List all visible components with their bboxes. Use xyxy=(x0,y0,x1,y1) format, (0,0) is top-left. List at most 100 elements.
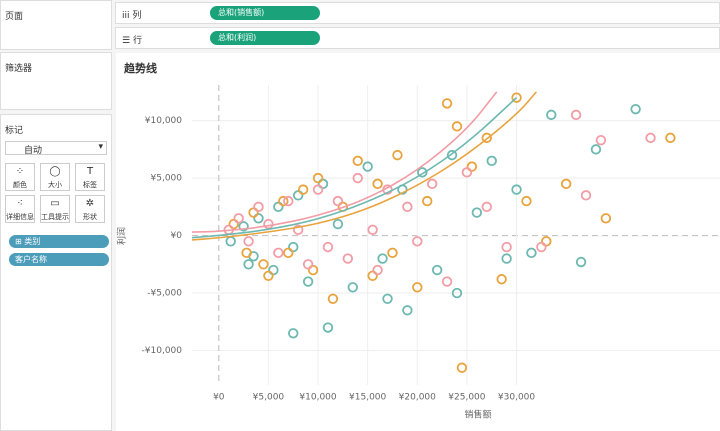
point xyxy=(248,207,259,218)
marks-card: 标记 自动 ▾ ⁘ 颜色 ◯ 大小 T 标签 ⁖ 详细信息 ▭ 工具提示 ✲ 形状 ⊞ 类别 客户名称 xyxy=(0,114,112,431)
point xyxy=(496,274,507,285)
x-tick-label: ¥20,000 xyxy=(399,393,436,403)
detail-pill[interactable]: 客户名称 xyxy=(9,253,109,266)
point xyxy=(600,213,612,224)
columns-pill[interactable]: 总和(销售额) xyxy=(210,6,320,20)
point xyxy=(243,236,254,247)
x-axis-title: 销售额 xyxy=(464,409,491,421)
point xyxy=(417,167,428,178)
point xyxy=(441,276,453,287)
columns-shelf: iii 列 总和(销售额) xyxy=(115,2,720,24)
mark-button[interactable]: ⁖ 详细信息 xyxy=(5,195,35,223)
point xyxy=(541,236,552,247)
dropdown-arrow: ▾ xyxy=(98,142,103,152)
point xyxy=(258,259,269,270)
filters-title: 筛选器 xyxy=(5,64,33,74)
point xyxy=(392,149,403,161)
chart: 趋势线 销售额 利润 -¥10,000 -¥5,000 ¥0 ¥5,000 ¥10,00… xyxy=(116,53,720,431)
button-icon: ◯ xyxy=(49,166,61,177)
point xyxy=(238,221,249,232)
point xyxy=(273,201,284,213)
trend-line xyxy=(192,91,498,233)
point xyxy=(575,256,587,268)
point xyxy=(570,109,582,121)
button-icon: ⁖ xyxy=(17,198,23,209)
point xyxy=(511,184,522,195)
mark-button[interactable]: ✲ 形状 xyxy=(75,195,105,223)
color-pill[interactable]: ⊞ 类别 xyxy=(9,235,109,248)
point xyxy=(322,322,334,333)
pages-card: 页面 xyxy=(0,0,112,50)
point xyxy=(431,264,443,276)
x-tick-label: ¥0 xyxy=(213,393,225,403)
point xyxy=(367,224,378,236)
pill-text: 客户名称 xyxy=(15,255,47,264)
mark-button[interactable]: ⁘ 颜色 xyxy=(5,163,35,191)
point xyxy=(253,213,264,224)
x-tick-label: ¥5,000 xyxy=(253,393,285,403)
button-icon: ⁘ xyxy=(15,166,25,177)
x-tick-label: ¥30,000 xyxy=(498,393,535,403)
button-label: 标签 xyxy=(83,181,97,189)
mark-button[interactable]: ▭ 工具提示 xyxy=(40,195,70,223)
point xyxy=(560,178,572,190)
point xyxy=(302,276,314,287)
point xyxy=(521,195,532,207)
point xyxy=(426,178,438,190)
mark-type-dropdown[interactable]: 自动 ▾ xyxy=(5,141,107,156)
point xyxy=(297,184,309,195)
mark-button[interactable]: ◯ 大小 xyxy=(40,163,70,191)
point xyxy=(387,247,398,259)
chart-title: 趋势线 xyxy=(124,61,157,75)
point xyxy=(412,282,423,293)
point xyxy=(481,201,492,213)
marks-title: 标记 xyxy=(5,126,24,136)
point xyxy=(243,259,254,270)
x-tick-label: ¥25,000 xyxy=(448,393,485,403)
point xyxy=(372,264,383,276)
point xyxy=(288,328,299,339)
point xyxy=(278,195,289,207)
point xyxy=(486,155,497,167)
point xyxy=(312,172,324,184)
point xyxy=(288,241,299,253)
point xyxy=(461,167,473,178)
plot xyxy=(192,91,676,373)
rows-pill[interactable]: 总和(利润) xyxy=(210,31,320,45)
trend-line xyxy=(192,97,518,239)
point xyxy=(342,253,354,264)
point xyxy=(412,236,423,247)
point xyxy=(466,161,478,172)
button-icon: T xyxy=(86,166,94,177)
mark-type: 自动 xyxy=(24,146,43,156)
trend-line xyxy=(192,91,537,241)
mark-button[interactable]: T 标签 xyxy=(75,163,105,191)
point xyxy=(595,134,607,146)
point xyxy=(302,259,314,270)
point xyxy=(546,109,557,121)
point xyxy=(456,362,468,373)
button-icon: ▭ xyxy=(50,198,60,209)
x-tick-label: ¥10,000 xyxy=(299,393,336,403)
point xyxy=(292,224,304,236)
point xyxy=(665,132,676,144)
point xyxy=(422,195,433,207)
point xyxy=(317,178,329,190)
point xyxy=(367,270,378,282)
point xyxy=(322,241,334,253)
point xyxy=(441,98,453,109)
point xyxy=(312,184,324,195)
button-label: 颜色 xyxy=(13,181,27,189)
point xyxy=(630,103,641,115)
point xyxy=(273,247,284,259)
point xyxy=(283,247,294,259)
point xyxy=(263,218,274,230)
point xyxy=(362,161,373,172)
point xyxy=(283,195,294,207)
point xyxy=(536,241,547,253)
point xyxy=(241,247,252,259)
point xyxy=(471,207,483,218)
point xyxy=(233,213,244,224)
point xyxy=(402,305,413,316)
point xyxy=(377,253,388,264)
